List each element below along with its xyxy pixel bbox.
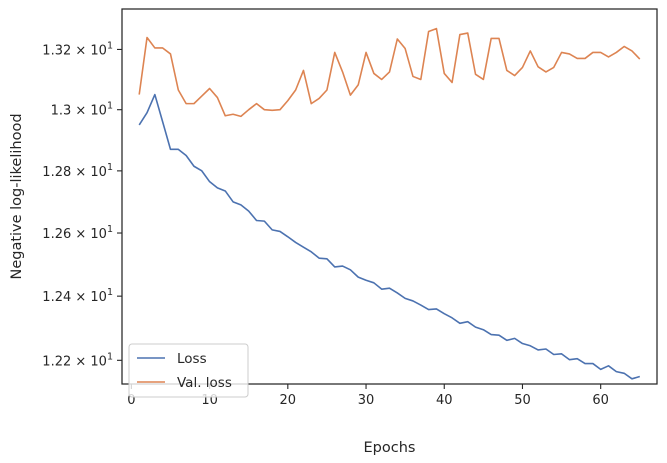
y-tick-label: 1.22 × 101 xyxy=(42,351,113,369)
plot-frame xyxy=(121,8,658,385)
y-tick-label: 1.32 × 101 xyxy=(42,40,113,58)
x-tick-label: 20 xyxy=(280,393,297,408)
x-tick-label: 50 xyxy=(514,393,531,408)
plot-area xyxy=(138,27,641,380)
x-tick-label: 60 xyxy=(592,393,609,408)
y-tick-label: 1.26 × 101 xyxy=(42,224,113,242)
legend-label-loss: Loss xyxy=(177,351,207,367)
y-axis-title: Negative log-likelihood xyxy=(9,113,25,279)
x-tick-label: 40 xyxy=(436,393,453,408)
y-tick-label: 1.3 × 101 xyxy=(51,101,113,119)
y-tick-label: 1.28 × 101 xyxy=(42,162,113,180)
series-line-val-loss xyxy=(138,27,641,118)
x-tick-label: 30 xyxy=(358,393,375,408)
series-line-loss xyxy=(138,93,641,380)
x-axis-title: Epochs xyxy=(364,440,416,456)
x-tick-label: 0 xyxy=(127,393,135,408)
y-tick-label: 1.24 × 101 xyxy=(42,287,113,305)
legend-label-val-loss: Val. loss xyxy=(177,375,232,391)
legend: Loss Val. loss xyxy=(128,343,249,398)
